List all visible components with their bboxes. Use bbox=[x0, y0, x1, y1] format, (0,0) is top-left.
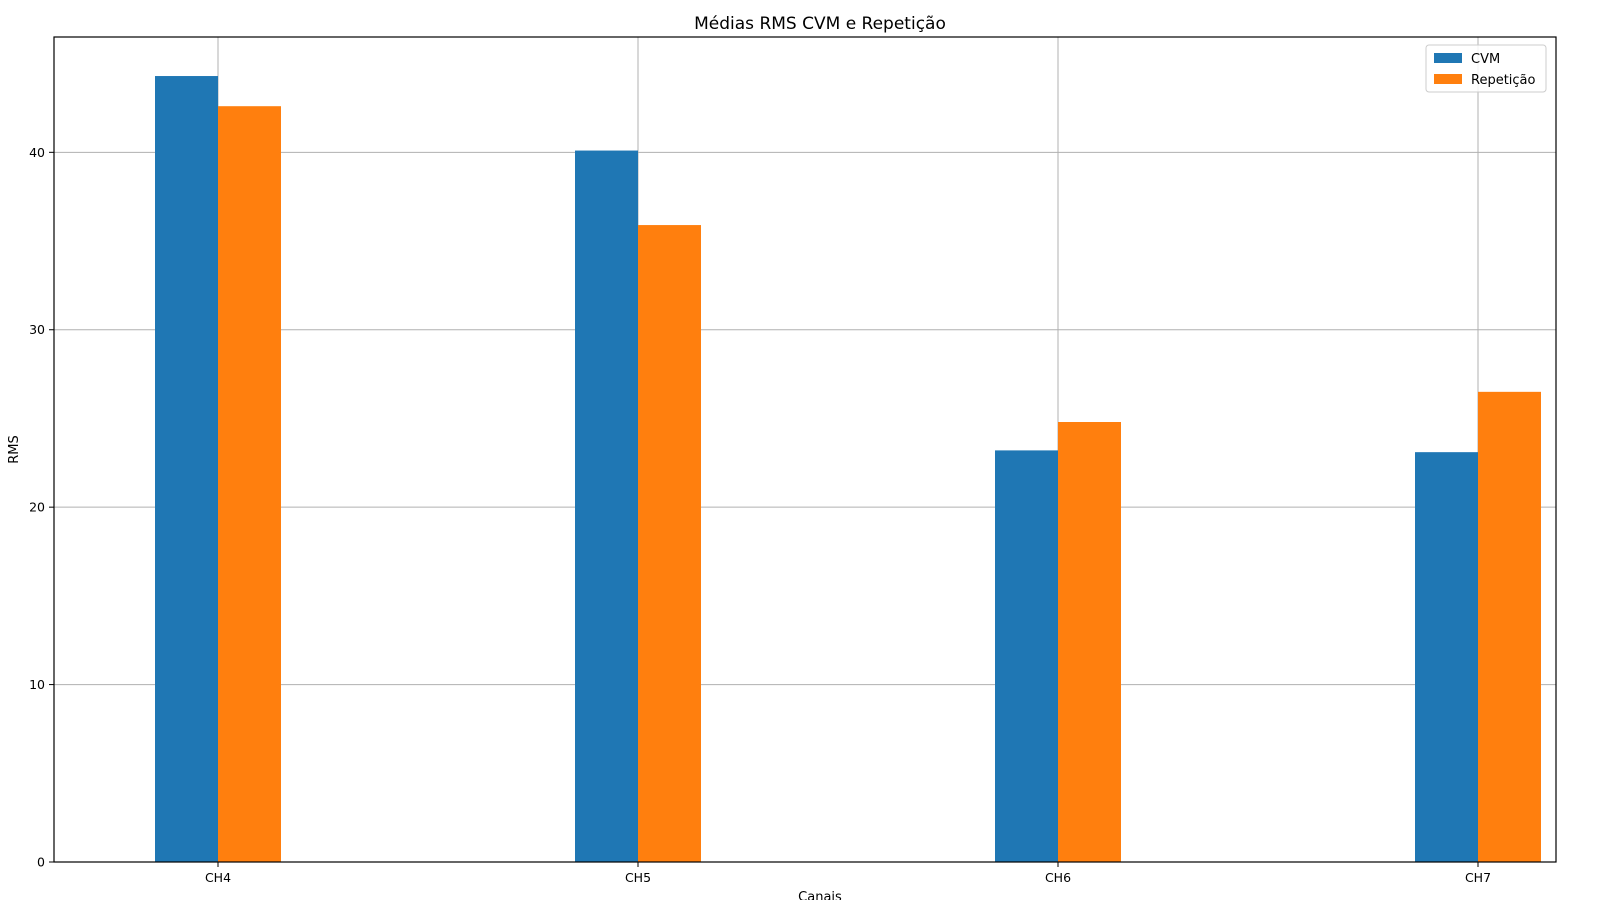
legend-label: CVM bbox=[1471, 52, 1500, 67]
x-axis: CH4 CH5 CH6 CH7 bbox=[205, 862, 1491, 885]
bar-cvm-ch6 bbox=[995, 450, 1058, 862]
bar-cvm-ch7 bbox=[1415, 452, 1478, 862]
bar-repeti-o-ch6 bbox=[1058, 422, 1121, 862]
plot-frame bbox=[53, 36, 1557, 863]
y-tick-label: 0 bbox=[37, 855, 45, 870]
x-tick-label: CH7 bbox=[1465, 870, 1491, 885]
y-tick-label: 30 bbox=[29, 322, 45, 337]
y-tick-label: 10 bbox=[29, 677, 45, 692]
legend-swatch bbox=[1434, 53, 1462, 63]
legend: CVM Repetição bbox=[1425, 44, 1547, 93]
x-tick-label: CH5 bbox=[625, 870, 651, 885]
bar-repeti-o-ch5 bbox=[638, 225, 701, 862]
bar-repeti-o-ch7 bbox=[1478, 391, 1541, 862]
legend-label: Repetição bbox=[1471, 73, 1536, 88]
chart-title: Médias RMS CVM e Repetição bbox=[694, 14, 946, 34]
x-tick-label: CH6 bbox=[1045, 870, 1071, 885]
y-tick-label: 40 bbox=[29, 145, 45, 160]
y-axis-label: RMS bbox=[7, 435, 22, 464]
bar-cvm-ch4 bbox=[155, 76, 218, 863]
bars bbox=[155, 76, 1541, 863]
bar-cvm-ch5 bbox=[575, 150, 638, 862]
y-axis: 0 10 20 30 40 bbox=[29, 145, 54, 870]
x-axis-label: Canais bbox=[798, 890, 842, 900]
x-tick-label: CH4 bbox=[205, 870, 231, 885]
y-tick-label: 20 bbox=[29, 500, 45, 515]
bar-repeti-o-ch4 bbox=[218, 106, 281, 863]
legend-swatch bbox=[1434, 74, 1462, 84]
